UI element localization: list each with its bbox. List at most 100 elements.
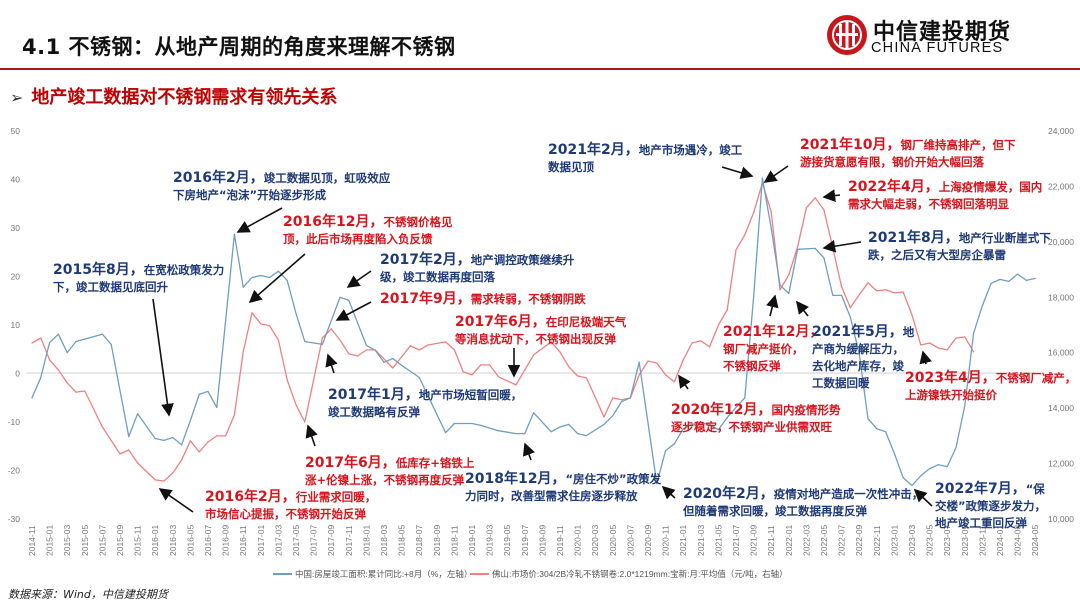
header-divider <box>0 68 1080 70</box>
data-point-completion <box>744 397 746 399</box>
data-point-completion <box>445 432 447 434</box>
bullet-arrow-icon: ➢ <box>10 88 24 107</box>
data-point-price <box>533 354 535 356</box>
annotation-line: 2021年5月，地 <box>812 324 914 341</box>
data-point-completion <box>770 227 772 229</box>
data-point-price <box>753 212 755 214</box>
data-point-price <box>964 336 966 338</box>
data-point-price <box>40 337 42 339</box>
data-point-completion <box>242 286 244 288</box>
annotation-text: 市场信心提振，不锈钢开始反弹 <box>205 507 366 521</box>
x-tick-label: 2018-07 <box>414 525 424 556</box>
annotation-text: 钢厂减产挺价， <box>723 342 804 356</box>
annotation-arrow <box>305 424 318 447</box>
x-tick-label: 2021-07 <box>731 525 741 556</box>
page-title: 4.1 不锈钢：从地产周期的角度来理解不锈钢 <box>22 35 456 59</box>
logo-text-en: CHINA FUTURES <box>871 40 1004 56</box>
y-left-tick-label: 20 <box>11 272 21 282</box>
annotation-arrow <box>335 301 372 321</box>
data-point-completion <box>788 292 790 295</box>
annotation-text: 地产调控政策继续升 <box>470 253 575 267</box>
data-point-completion <box>893 452 896 455</box>
annotation-text: 竣工数据略有反弹 <box>328 405 420 419</box>
data-point-price <box>973 351 975 353</box>
data-point-completion <box>189 419 191 422</box>
data-point-price <box>779 289 781 291</box>
x-tick-label: 2015-07 <box>97 525 107 556</box>
annotation-line: 2020年2月，疫情对地产造成一次性冲击， <box>683 486 923 503</box>
data-point-completion <box>181 444 183 446</box>
logo-text-cn: 中信建投期货 <box>873 20 1012 45</box>
data-point-price <box>621 399 623 401</box>
annotation-arrow <box>919 350 932 365</box>
data-point-completion <box>832 294 834 297</box>
x-tick-label: 2022-03 <box>801 525 811 556</box>
annotation-date: 2015年8月， <box>53 262 144 278</box>
data-point-price <box>137 462 139 464</box>
annotation-text: 顶，此后市场再度陷入负反馈 <box>283 232 433 246</box>
data-point-completion <box>885 431 887 433</box>
data-point-price <box>867 282 869 284</box>
data-point-completion <box>137 413 139 415</box>
data-point-price <box>797 246 799 248</box>
data-point-price <box>233 414 235 416</box>
x-tick-label: 2016-01 <box>150 525 160 556</box>
data-point-price <box>770 211 772 213</box>
data-point-price <box>198 451 200 453</box>
data-point-price <box>260 323 262 325</box>
data-point-price <box>101 426 103 428</box>
x-tick-label: 2024-05 <box>1030 525 1040 556</box>
data-point-price <box>638 374 640 376</box>
annotation-text: 产商为缓解压力， <box>812 342 904 356</box>
annotation-line: 2016年12月，不锈钢价格见 <box>283 214 452 231</box>
data-point-price <box>453 349 455 351</box>
data-point-completion <box>75 340 77 343</box>
annotation-line: 2017年6月，低库存+铬铁上 <box>305 455 474 472</box>
data-point-completion <box>515 433 517 435</box>
annotation-date: 2021年2月， <box>548 142 639 158</box>
annotation-date: 2021年12月， <box>723 324 824 340</box>
data-point-price <box>480 364 482 366</box>
data-point-completion <box>286 279 288 281</box>
data-point-price <box>550 341 552 343</box>
data-point-completion <box>128 435 130 438</box>
data-point-completion <box>814 247 816 249</box>
data-point-completion <box>418 376 420 378</box>
data-point-completion <box>964 404 966 407</box>
annotation-line: 2017年9月，需求转弱，不锈钢阴跌 <box>380 291 586 308</box>
y-left-tick-label: 40 <box>11 175 21 185</box>
x-tick-label: 2023-09 <box>960 525 970 556</box>
data-point-price <box>330 328 332 330</box>
data-point-price <box>409 345 411 347</box>
chart-annotation: 2020年12月，国内疫情形势 逐步稳定，不锈钢产业供需双旺 <box>671 402 840 436</box>
data-point-completion <box>269 276 271 279</box>
data-point-completion <box>453 422 455 425</box>
annotation-line: 2017年2月，地产调控政策继续升 <box>380 252 574 269</box>
data-point-price <box>515 384 517 386</box>
data-point-completion <box>568 423 570 426</box>
x-tick-label: 2018-09 <box>432 525 442 556</box>
data-point-completion <box>761 177 764 179</box>
x-tick-label: 2024-03 <box>1013 525 1023 556</box>
data-point-completion <box>31 397 33 399</box>
annotation-date: 2017年6月， <box>305 455 396 471</box>
data-point-price <box>189 440 191 442</box>
annotation-line: 2015年8月，在宽松政策发力 <box>53 262 224 279</box>
data-point-price <box>269 325 271 327</box>
data-point-price <box>365 349 367 351</box>
data-point-completion <box>726 417 728 419</box>
y-left-tick-label: 50 <box>11 126 21 136</box>
x-tick-label: 2020-01 <box>573 525 583 556</box>
annotation-text: 去化地产库存，竣 <box>812 359 904 373</box>
annotation-date: 2017年1月， <box>328 387 419 403</box>
data-point-price <box>665 374 667 376</box>
data-point-price <box>251 312 253 314</box>
x-tick-label: 2023-01 <box>889 525 899 556</box>
y-right-tick-label: 12,000 <box>1048 459 1074 469</box>
chart-annotation: 2021年2月，地产市场遇冷，竣工 数据见顶 <box>548 142 742 176</box>
data-point-price <box>462 371 464 373</box>
data-point-price <box>295 404 297 406</box>
y-right-tick-label: 14,000 <box>1048 403 1074 413</box>
data-point-completion <box>656 482 658 485</box>
annotation-text: 下，竣工数据见底回升 <box>53 280 168 294</box>
